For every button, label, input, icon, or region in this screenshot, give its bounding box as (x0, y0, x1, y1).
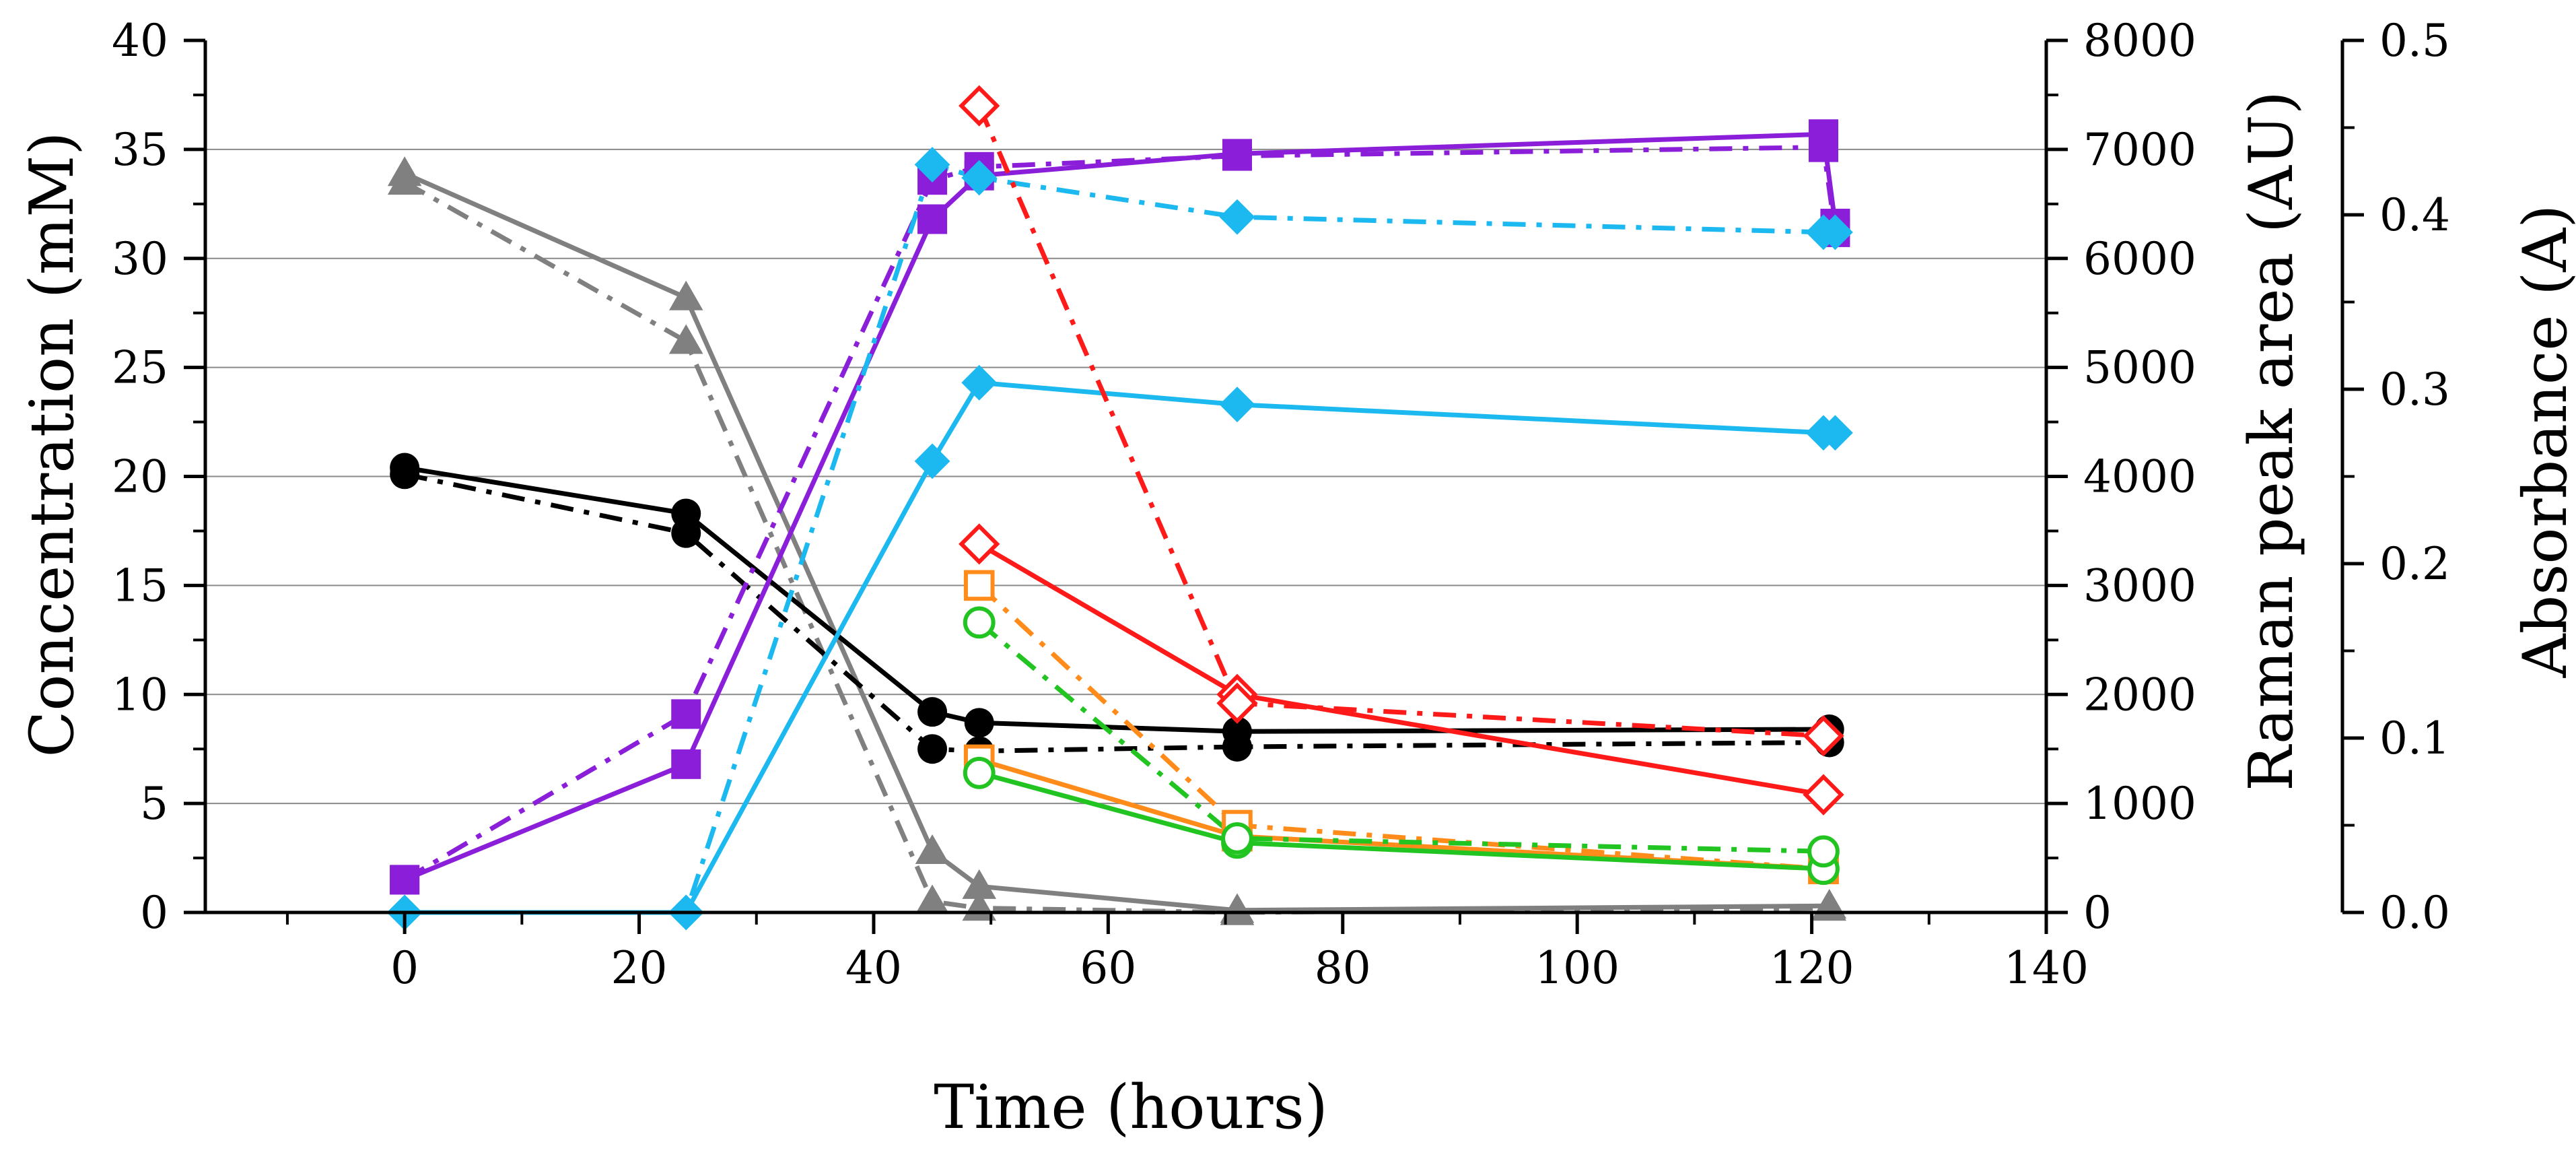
y-left-tick-label: 5 (140, 778, 168, 830)
y-right2-tick-label: 0.0 (2379, 887, 2450, 939)
series-line-black-dashdot (404, 471, 1830, 754)
y-right1-tick-label: 0 (2083, 887, 2112, 939)
data-point-cyan-solid (1219, 387, 1255, 423)
y-axis-left-title: Concentration (mM) (17, 132, 88, 758)
data-point-cyan-solid (914, 443, 950, 479)
y-right1-tick-label: 1000 (2083, 778, 2196, 830)
y-left-tick-label: 15 (112, 560, 168, 611)
data-point-gray-solid (962, 869, 997, 899)
series-line-gray-solid (403, 171, 1830, 913)
data-point-violet-dashdot (671, 699, 701, 729)
data-point-black-solid (964, 708, 994, 738)
data-point-gray-dashdot (387, 165, 422, 195)
y-right1-tick-label: 7000 (2083, 124, 2196, 176)
y-axis-right1-title: Raman peak area (AU) (2236, 91, 2307, 791)
data-point-gray-solid (915, 834, 950, 865)
x-axis-title: Time (hours) (934, 1072, 1328, 1143)
data-point-violet-dashdot (1222, 141, 1252, 171)
y-right2-tick-label: 0.5 (2379, 15, 2450, 67)
data-point-orange-dashdot (963, 570, 995, 601)
x-tick-label: 80 (1315, 942, 1371, 994)
data-point-violet-solid (671, 749, 701, 779)
gridlines (205, 148, 2046, 805)
y-right2-tick-label: 0.3 (2379, 364, 2450, 415)
x-tick-label: 120 (1770, 942, 1854, 994)
data-point-red-dashdot (1216, 682, 1258, 724)
y-left-tick-label: 40 (112, 15, 168, 67)
y-right1-tick-label: 4000 (2083, 451, 2196, 503)
series-markers (386, 85, 1853, 931)
y-right1-tick-label: 8000 (2083, 15, 2196, 67)
data-point-gray-dashdot (915, 884, 950, 914)
data-point-black-solid (917, 697, 948, 727)
data-point-violet-solid (917, 204, 948, 234)
axes: 0 20 40 60 80 100 120 1400510152025303540010002… (112, 15, 2450, 994)
y-right2-tick-label: 0.1 (2379, 712, 2450, 764)
data-point-cyan-dashdot (1817, 214, 1853, 251)
y-left-tick-label: 30 (112, 233, 168, 285)
data-point-black-dashdot (917, 734, 948, 764)
data-point-green-dashdot (963, 606, 996, 639)
data-point-violet-dashdot (1809, 132, 1839, 162)
x-tick-label: 0 (390, 942, 419, 994)
data-point-red-dashdot (1803, 715, 1844, 757)
x-tick-label: 100 (1535, 942, 1620, 994)
y-left-tick-label: 25 (112, 342, 168, 394)
data-point-cyan-solid (961, 364, 998, 401)
data-point-gray-dashdot (668, 324, 703, 354)
y-left-tick-label: 10 (112, 669, 168, 721)
y-right2-tick-label: 0.4 (2379, 189, 2450, 241)
data-point-red-solid (959, 523, 1000, 565)
data-point-cyan-dashdot (914, 147, 950, 182)
data-point-gray-dashdot (1220, 895, 1255, 925)
series-line-black-solid (404, 465, 1830, 734)
y-left-tick-label: 20 (112, 451, 168, 503)
data-point-black-dashdot (671, 518, 701, 548)
x-tick-label: 40 (845, 942, 902, 994)
data-point-black-dashdot (1222, 731, 1252, 762)
series-line-gray-dashdot (403, 180, 1830, 915)
data-point-red-solid (1803, 774, 1844, 815)
y-right1-tick-label: 2000 (2083, 669, 2196, 721)
y-right1-tick-label: 6000 (2083, 233, 2196, 285)
data-point-green-solid (963, 756, 996, 789)
data-point-cyan-dashdot (1219, 199, 1255, 235)
data-point-cyan-dashdot (961, 160, 998, 196)
y-right1-tick-label: 5000 (2083, 342, 2196, 394)
data-point-gray-solid (668, 280, 703, 310)
x-tick-label: 140 (2004, 942, 2089, 994)
y-left-tick-label: 35 (112, 124, 168, 176)
data-point-red-dashdot (959, 85, 1000, 127)
y-left-tick-label: 0 (140, 887, 168, 939)
y-axis-right2-title: Absorbance (A) (2510, 205, 2576, 679)
data-point-black-dashdot (390, 459, 420, 490)
y-right1-tick-label: 3000 (2083, 560, 2196, 611)
data-point-cyan-solid (1817, 415, 1853, 451)
data-point-violet-dashdot (390, 865, 420, 895)
x-tick-label: 20 (611, 942, 668, 994)
data-point-green-dashdot (1221, 822, 1253, 855)
x-tick-label: 60 (1080, 942, 1136, 994)
y-right2-tick-label: 0.2 (2379, 538, 2450, 590)
data-point-green-dashdot (1807, 835, 1840, 868)
